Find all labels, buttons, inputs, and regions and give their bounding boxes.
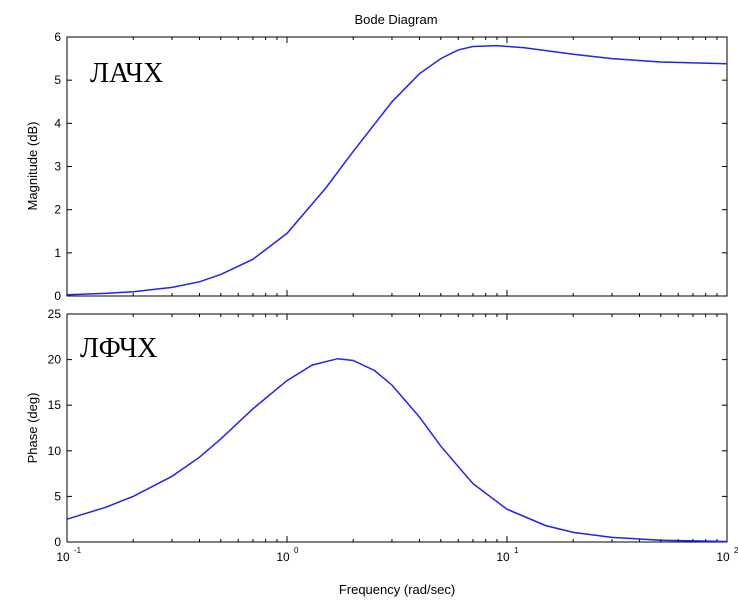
x-tick-label: 10 [56, 550, 70, 564]
phase-plot-frame [66, 313, 728, 543]
x-axis-tick-labels: 10 -1 10 0 10 1 10 2 [56, 546, 738, 564]
magnitude-annotation: ЛАЧХ [90, 58, 163, 89]
magnitude-y-tick-label: 6 [54, 30, 61, 44]
phase-y-tick-label: 20 [48, 353, 62, 367]
magnitude-series-line [66, 44, 728, 296]
magnitude-y-tick-label: 3 [54, 160, 61, 174]
magnitude-y-tick-label: 5 [54, 73, 61, 87]
magnitude-y-tick-label: 1 [54, 246, 61, 260]
x-axis-label: Frequency (rad/sec) [339, 582, 455, 597]
phase-y-axis-label: Phase (deg) [25, 393, 40, 464]
x-tick-label-exponent: -1 [74, 546, 82, 555]
magnitude-y-tick-label: 2 [54, 203, 61, 217]
x-tick-label-exponent: 1 [514, 546, 519, 555]
magnitude-y-tick-label: 0 [54, 289, 61, 303]
phase-series-line [66, 357, 728, 543]
x-tick-label: 10 [276, 550, 290, 564]
magnitude-y-tick-label: 4 [54, 116, 61, 130]
magnitude-y-axis-label: Magnitude (dB) [25, 122, 40, 211]
chart-title: Bode Diagram [354, 12, 437, 27]
x-tick-label: 10 [496, 550, 510, 564]
phase-annotation: ЛФЧХ [80, 333, 157, 364]
x-tick-label-exponent: 2 [734, 546, 738, 555]
phase-y-tick-label: 5 [54, 489, 61, 503]
x-tick-label-exponent: 0 [294, 546, 299, 555]
phase-y-tick-label: 25 [48, 307, 62, 321]
phase-y-tick-label: 15 [48, 398, 62, 412]
magnitude-axis-ticks: 0 1 2 3 4 5 6 [54, 30, 728, 303]
phase-y-tick-label: 0 [54, 535, 61, 549]
x-tick-label: 10 [716, 550, 730, 564]
magnitude-plot-frame [66, 36, 728, 297]
phase-y-tick-label: 10 [48, 444, 62, 458]
